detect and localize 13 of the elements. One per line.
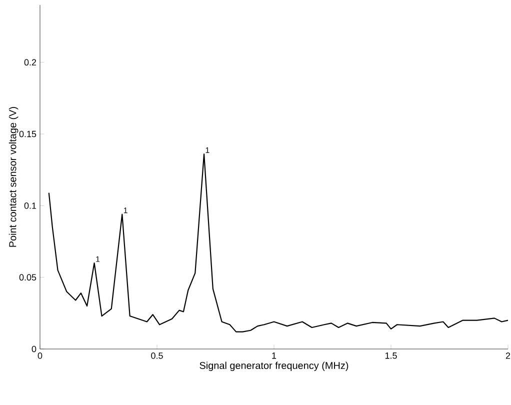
y-tick-label: 0.2 — [24, 59, 36, 66]
y-tick-label: 0 — [32, 346, 36, 352]
line-series — [48, 154, 509, 332]
x-tick-label: 0 — [38, 352, 42, 359]
y-tick-label: 0.1 — [24, 202, 36, 209]
y-tick-label: 0.05 — [19, 274, 36, 281]
x-axis-title: Signal generator frequency (MHz) — [200, 362, 348, 371]
y-tick-label: 0.15 — [19, 130, 36, 138]
x-tick-label: 0.5 — [151, 352, 163, 359]
x-tick-label: 1.5 — [385, 352, 397, 359]
x-tick-label: 2 — [506, 352, 510, 359]
x-tick-label: 1 — [272, 352, 276, 359]
y-axis-title: Point contact sensor voltage (V) — [8, 107, 18, 247]
